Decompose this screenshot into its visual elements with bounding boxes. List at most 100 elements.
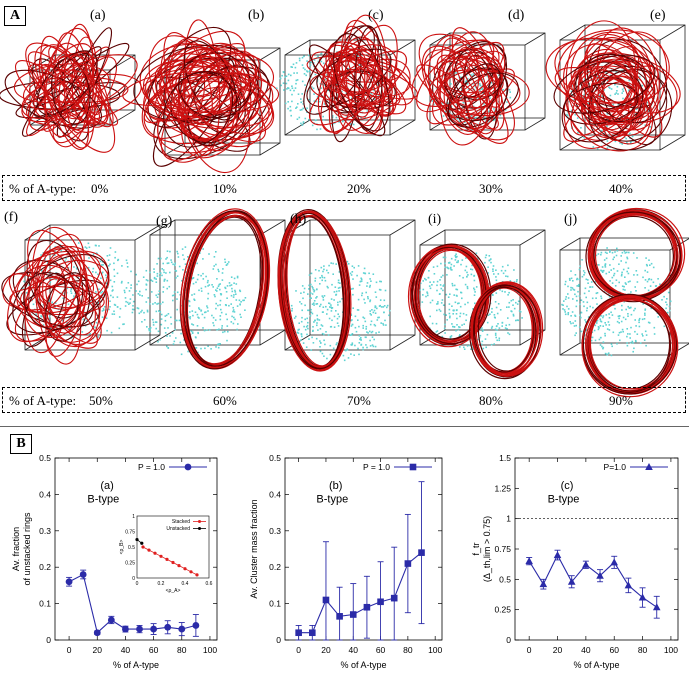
- monomer-dot: [645, 257, 647, 259]
- monomer-dot: [564, 280, 567, 283]
- percent-value: 0%: [91, 181, 109, 196]
- monomer-dot: [571, 311, 574, 313]
- monomer-dot: [661, 299, 663, 301]
- monomer-dot: [600, 315, 602, 317]
- monomer-dot: [379, 304, 381, 307]
- monomer-dot: [521, 317, 523, 319]
- monomer-dot: [579, 265, 581, 267]
- monomer-dot: [600, 253, 602, 256]
- monomer-dot: [114, 251, 117, 253]
- monomer-dot: [607, 321, 610, 323]
- monomer-dot: [435, 331, 438, 333]
- monomer-dot: [354, 315, 357, 318]
- monomer-dot: [377, 95, 380, 97]
- monomer-dot: [358, 284, 361, 286]
- monomer-dot: [455, 329, 457, 332]
- monomer-dot: [219, 288, 221, 291]
- ring: [345, 14, 388, 127]
- box-edge: [29, 54, 56, 71]
- monomer-dot: [310, 308, 312, 311]
- sub-label-i: (i): [428, 212, 442, 227]
- inset-y-tick-label: 0: [132, 576, 135, 582]
- monomer-dot: [619, 142, 621, 144]
- monomer-dot: [477, 338, 479, 341]
- monomer-dot: [364, 336, 367, 338]
- monomer-dot: [368, 286, 371, 288]
- monomer-dot: [40, 315, 42, 317]
- monomer-dot: [356, 274, 358, 277]
- monomer-dot: [508, 306, 510, 308]
- monomer-dot: [466, 80, 468, 82]
- monomer-dot: [204, 285, 207, 288]
- monomer-dot: [151, 280, 154, 282]
- monomer-dot: [484, 261, 486, 264]
- monomer-dot: [465, 265, 468, 268]
- monomer-dot: [584, 338, 586, 340]
- monomer-dot: [313, 290, 315, 293]
- monomer-dot: [443, 284, 445, 286]
- monomer-dot: [466, 285, 469, 288]
- monomer-dot: [379, 280, 381, 283]
- monomer-dot: [319, 328, 322, 330]
- monomer-dot: [197, 274, 200, 276]
- monomer-dot: [604, 322, 606, 324]
- monomer-dot: [649, 126, 652, 128]
- ring: [328, 45, 357, 135]
- monomer-dot: [493, 108, 495, 110]
- ring: [35, 250, 82, 365]
- monomer-dot: [130, 287, 132, 289]
- monomer-dot: [607, 293, 610, 295]
- monomer-dot: [194, 311, 197, 313]
- y-axis-label: f_tr: [471, 542, 481, 555]
- monomer-dot: [490, 327, 493, 329]
- monomer-dot: [612, 267, 615, 270]
- monomer-dot: [378, 288, 381, 291]
- monomer-dot: [145, 279, 148, 281]
- monomer-dot: [621, 309, 623, 311]
- monomer-dot: [443, 327, 446, 330]
- monomer-dot: [95, 252, 98, 254]
- monomer-dot: [323, 268, 325, 271]
- monomer-dot: [335, 294, 337, 296]
- monomer-dot: [629, 341, 632, 344]
- monomer-dot: [289, 105, 292, 108]
- monomer-dot: [438, 80, 440, 82]
- monomer-dot: [239, 313, 241, 316]
- monomer-dot: [465, 319, 467, 322]
- monomer-dot: [454, 259, 457, 261]
- monomer-dot: [427, 294, 429, 297]
- monomer-dot: [636, 281, 639, 283]
- monomer-dot: [155, 281, 158, 283]
- monomer-dot: [495, 325, 498, 328]
- monomer-dot: [369, 310, 371, 312]
- x-tick-label: 60: [609, 645, 619, 655]
- monomer-dot: [146, 309, 149, 312]
- monomer-dot: [513, 307, 516, 310]
- monomer-dot: [598, 97, 601, 99]
- x-tick-label: 60: [149, 645, 159, 655]
- monomer-dot: [87, 266, 90, 269]
- monomer-dot: [216, 290, 218, 292]
- monomer-dot: [194, 336, 197, 338]
- monomer-dot: [646, 101, 649, 104]
- legend-marker: [184, 463, 192, 471]
- monomer-dot: [449, 293, 451, 295]
- monomer-dot: [601, 266, 604, 268]
- monomer-dot: [310, 272, 313, 275]
- monomer-dot: [460, 67, 462, 69]
- monomer-dot: [30, 298, 33, 301]
- monomer-dot: [184, 263, 187, 265]
- y-tick-label: 0.75: [494, 544, 511, 554]
- monomer-dot: [638, 325, 641, 328]
- monomer-dot: [191, 277, 194, 280]
- monomer-dot: [516, 279, 518, 281]
- y-tick-label: 0.5: [269, 453, 281, 463]
- monomer-dot: [587, 316, 590, 318]
- monomer-dot: [517, 319, 519, 322]
- monomer-dot: [155, 310, 158, 313]
- monomer-dot: [310, 349, 312, 351]
- box-edge: [389, 334, 416, 351]
- monomer-dot: [620, 260, 622, 262]
- box-edge: [519, 229, 546, 246]
